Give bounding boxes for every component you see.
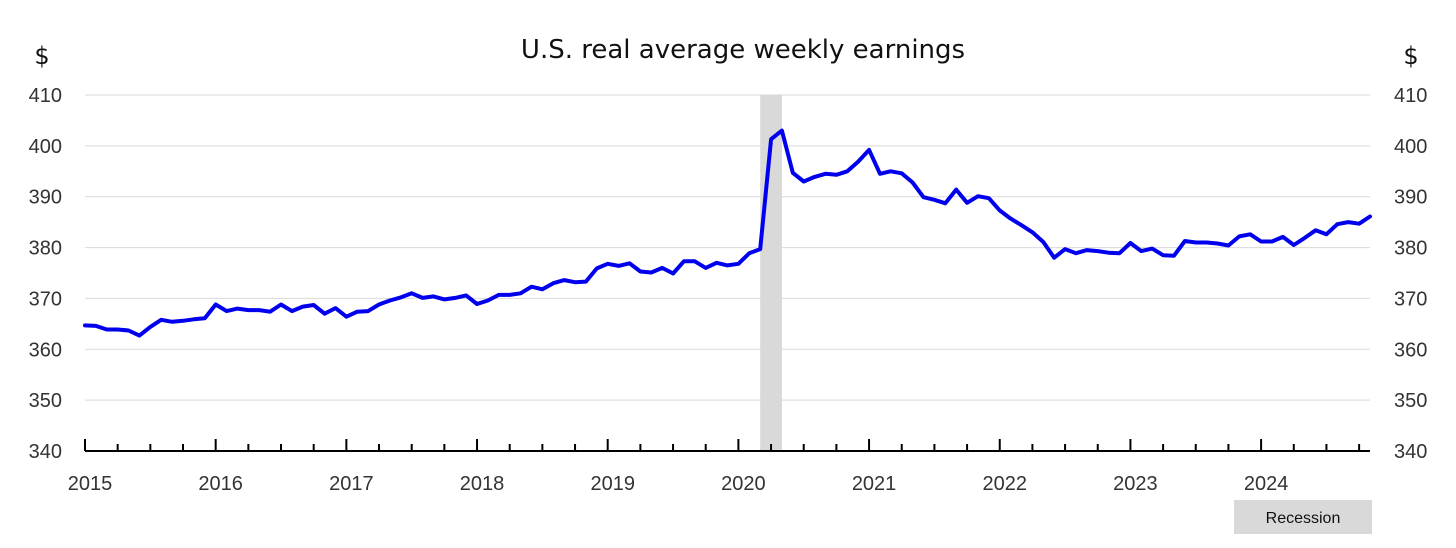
y-tick-label-right: 350 (1394, 390, 1427, 412)
series-layer (83, 128, 1372, 338)
y-tick-label-right: 400 (1394, 136, 1427, 158)
right-axis-unit: $ (1403, 42, 1418, 70)
series-line (83, 128, 1372, 338)
y-tick-label-left: 400 (29, 136, 62, 158)
x-tick-labels: 2015 2016 2017 2018 2019 2020 2021 2022 2023 2024 (68, 473, 1289, 495)
y-tick-label-right: 380 (1394, 238, 1427, 260)
x-axis (84, 439, 1370, 452)
x-tick-label: 2017 (329, 473, 374, 495)
y-tick-label-right: 370 (1394, 288, 1427, 310)
x-tick-label: 2019 (590, 473, 635, 495)
y-tick-label-left: 380 (29, 238, 62, 260)
x-tick-label: 2023 (1113, 473, 1158, 495)
legend-recession-label: Recession (1266, 510, 1341, 527)
y-tick-label-left: 390 (29, 187, 62, 209)
x-tick-label: 2024 (1244, 473, 1289, 495)
chart-title: U.S. real average weekly earnings (521, 35, 965, 65)
x-tick-label: 2021 (852, 473, 897, 495)
left-axis-unit: $ (34, 42, 49, 70)
y-tick-label-right: 360 (1394, 339, 1427, 361)
y-tick-label-left: 410 (29, 85, 62, 107)
x-tick-label: 2015 (68, 473, 113, 495)
y-tick-label-right: 410 (1394, 85, 1427, 107)
x-tick-label: 2022 (982, 473, 1027, 495)
y-tick-label-right: 340 (1394, 441, 1427, 463)
legend-recession-swatch (1234, 500, 1372, 534)
y-tick-label-left: 360 (29, 339, 62, 361)
y-tick-labels: 340 340 350 350 360 360 370 370 380 380 390 390 400 4… (29, 85, 1428, 463)
gridlines (85, 94, 1370, 401)
y-tick-label-left: 350 (29, 390, 62, 412)
y-tick-label-right: 390 (1394, 187, 1427, 209)
x-tick-label: 2020 (721, 473, 766, 495)
legend: Recession (1234, 500, 1372, 534)
y-tick-label-left: 370 (29, 288, 62, 310)
x-tick-label: 2016 (198, 473, 243, 495)
y-tick-label-left: 340 (29, 441, 62, 463)
x-tick-label: 2018 (460, 473, 505, 495)
